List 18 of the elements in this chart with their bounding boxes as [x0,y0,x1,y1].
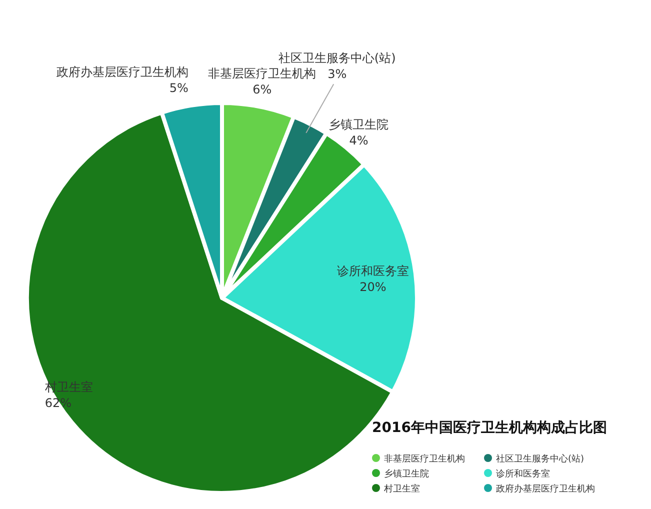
data-label: 6% [252,82,272,96]
legend-label: 村卫生室 [383,484,420,494]
slice-label: 非基层医疗卫生机构 [208,66,316,80]
legend-label: 诊所和医务室 [496,468,550,480]
legend-label: 乡镇卫生院 [384,468,429,480]
legend-label: 非基层医疗卫生机构 [384,454,465,464]
data-label: 4% [349,134,368,148]
legend-label: 政府办基层医疗卫生机构 [496,484,595,494]
slice-label: 乡镇卫生院 [328,118,389,132]
legend-label: 社区卫生服务中心(站) [496,454,584,464]
slice-label: 政府办基层医疗卫生机构 [56,65,188,80]
slice-label: 诊所和医务室 [336,264,409,278]
data-label: 5% [169,81,188,96]
data-label: 20% [360,280,386,294]
data-label: 3% [328,67,347,82]
slice-label: 社区卫生服务中心(站) [278,51,396,66]
text: 2016年中国医疗卫生机构构成占比图 [372,419,607,436]
slice-label: 村卫生室 [44,380,93,394]
